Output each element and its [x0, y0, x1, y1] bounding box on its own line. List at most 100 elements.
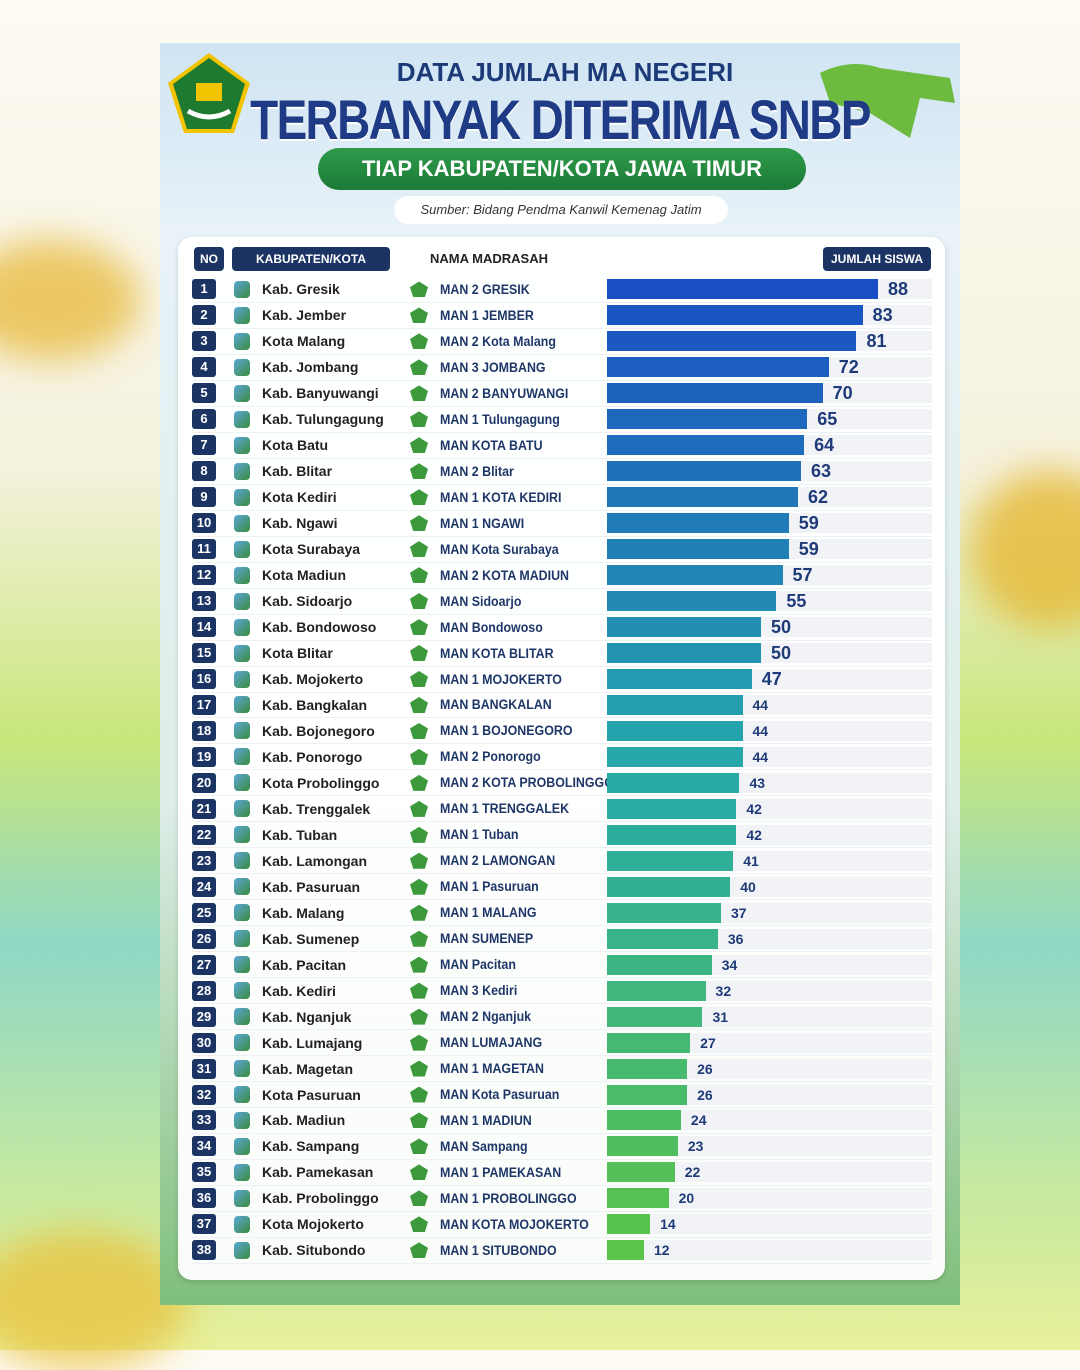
madrasah-emblem-icon	[410, 437, 428, 454]
madrasah-emblem-icon	[410, 567, 428, 584]
regency-name: Kab. Situbondo	[262, 1242, 366, 1259]
bar	[607, 461, 802, 482]
rank-number: 1	[192, 279, 216, 300]
table-row: 12 Kota Madiun MAN 2 KOTA MADIUN 57	[192, 563, 932, 589]
regency-name: Kota Batu	[262, 437, 329, 454]
madrasah-emblem-icon	[410, 1138, 428, 1155]
rank-number: 16	[192, 669, 216, 690]
madrasah-emblem-icon	[410, 333, 428, 350]
regency-emblem-icon	[234, 306, 250, 324]
madrasah-name: MAN 2 KOTA PROBOLINGGO	[440, 775, 614, 791]
rank-number: 20	[192, 772, 216, 793]
bar-value-label: 36	[727, 930, 744, 947]
madrasah-emblem-icon	[410, 748, 428, 765]
table-row: 17 Kab. Bangkalan MAN BANGKALAN 44	[192, 693, 932, 719]
regency-emblem-icon	[234, 1008, 250, 1026]
madrasah-name: MAN 1 MOJOKERTO	[440, 671, 562, 687]
regency-name: Kab. Lamongan	[262, 852, 368, 869]
regency-emblem-icon	[234, 1189, 250, 1207]
table-row: 4 Kab. Jombang MAN 3 JOMBANG 72	[192, 355, 932, 381]
regency-name: Kota Malang	[262, 333, 346, 350]
regency-emblem-icon	[234, 956, 250, 974]
madrasah-emblem-icon	[410, 1034, 428, 1051]
bar-track	[607, 1058, 932, 1079]
table-row: 30 Kab. Lumajang MAN LUMAJANG 27	[192, 1030, 932, 1057]
table-row: 23 Kab. Lamongan MAN 2 LAMONGAN 41	[192, 848, 932, 875]
regency-emblem-icon	[234, 332, 250, 350]
bar	[607, 591, 777, 612]
madrasah-name: MAN 2 Ponorogo	[440, 749, 541, 765]
regency-name: Kota Madiun	[262, 567, 346, 584]
regency-emblem-icon	[234, 1034, 250, 1052]
madrasah-emblem-icon	[410, 800, 428, 817]
bar-value-label: 55	[786, 590, 807, 611]
rank-number: 21	[192, 798, 216, 819]
regency-emblem-icon	[234, 1086, 250, 1104]
table-row: 26 Kab. Sumenep MAN SUMENEP 36	[192, 926, 932, 953]
madrasah-name: MAN 3 Kediri	[440, 983, 518, 999]
madrasah-emblem-icon	[410, 411, 428, 428]
madrasah-emblem-icon	[410, 281, 428, 298]
madrasah-emblem-icon	[410, 463, 428, 480]
madrasah-name: MAN 2 KOTA MADIUN	[440, 567, 570, 583]
table-row: 18 Kab. Bojonegoro MAN 1 BOJONEGORO 44	[192, 718, 932, 745]
rank-number: 30	[192, 1032, 216, 1053]
madrasah-name: MAN Sampang	[440, 1138, 528, 1154]
regency-name: Kota Surabaya	[262, 541, 361, 558]
bar-value-label: 88	[888, 278, 909, 299]
table-row: 28 Kab. Kediri MAN 3 Kediri 32	[192, 978, 932, 1005]
madrasah-name: MAN 2 BANYUWANGI	[440, 385, 569, 401]
rank-number: 14	[192, 617, 216, 638]
bar-value-label: 42	[746, 826, 762, 843]
regency-name: Kab. Bondowoso	[262, 619, 377, 636]
rank-number: 13	[192, 591, 216, 612]
bar	[607, 772, 740, 793]
rank-number: 28	[192, 980, 216, 1001]
regency-name: Kab. Kediri	[262, 982, 336, 999]
regency-emblem-icon	[234, 644, 250, 662]
bar	[607, 1110, 681, 1131]
bar-value-label: 59	[798, 512, 819, 533]
regency-name: Kota Mojokerto	[262, 1216, 364, 1233]
rank-number: 12	[192, 565, 216, 586]
madrasah-emblem-icon	[410, 1216, 428, 1233]
bar-track	[607, 1110, 932, 1131]
bar-value-label: 26	[697, 1060, 713, 1077]
subtitle-banner: TIAP KABUPATEN/KOTA JAWA TIMUR	[318, 148, 806, 190]
madrasah-emblem-icon	[410, 1008, 428, 1025]
rank-number: 18	[192, 720, 216, 741]
header-madrasah: NAMA MADRASAH	[430, 251, 548, 266]
regency-name: Kab. Sumenep	[262, 930, 360, 947]
regency-name: Kota Probolinggo	[262, 774, 380, 791]
madrasah-name: MAN 1 SITUBONDO	[440, 1242, 557, 1258]
regency-name: Kab. Magetan	[262, 1060, 354, 1077]
bar-value-label: 57	[792, 564, 813, 585]
title-main: TERBANYAK DITERIMA SNBP	[250, 88, 871, 151]
rank-number: 29	[192, 1006, 216, 1027]
table-row: 10 Kab. Ngawi MAN 1 NGAWI 59	[192, 511, 932, 537]
table-row: 20 Kota Probolinggo MAN 2 KOTA PROBOLING…	[192, 770, 932, 797]
regency-emblem-icon	[234, 722, 250, 740]
bar	[607, 1188, 669, 1209]
bar-value-label: 14	[660, 1216, 676, 1233]
bar	[607, 1136, 678, 1157]
bar-track	[607, 1084, 932, 1105]
bar-value-label: 65	[817, 408, 838, 429]
table-row: 11 Kota Surabaya MAN Kota Surabaya 59	[192, 537, 932, 563]
regency-emblem-icon	[234, 1215, 250, 1233]
regency-name: Kab. Malang	[262, 904, 345, 921]
madrasah-emblem-icon	[410, 619, 428, 636]
madrasah-name: MAN 1 Pasuruan	[440, 879, 539, 895]
regency-name: Kab. Mojokerto	[262, 671, 364, 688]
regency-emblem-icon	[234, 1163, 250, 1181]
bar-track	[607, 1188, 932, 1209]
madrasah-name: MAN BANGKALAN	[440, 697, 552, 713]
rank-number: 3	[192, 331, 216, 352]
bar	[607, 1032, 691, 1053]
table-row: 13 Kab. Sidoarjo MAN Sidoarjo 55	[192, 589, 932, 615]
bar-value-label: 64	[814, 434, 835, 455]
bar-value-label: 32	[715, 982, 732, 999]
bar	[607, 383, 823, 404]
madrasah-emblem-icon	[410, 1164, 428, 1181]
bar	[607, 279, 879, 300]
